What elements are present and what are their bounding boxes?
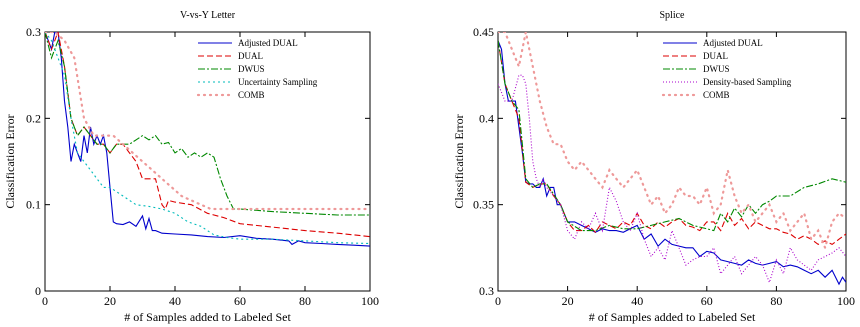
plot-frame bbox=[44, 31, 371, 292]
legend-label-adjusted-dual: Adjusted DUAL bbox=[238, 38, 298, 48]
plot-frame bbox=[497, 31, 847, 292]
series-line-uncertainty-sampling bbox=[45, 32, 370, 245]
y-tick-label: 0.4 bbox=[479, 111, 494, 125]
y-tick-label: 0 bbox=[35, 284, 41, 298]
x-tick-label: 20 bbox=[104, 294, 116, 308]
y-tick-label: 0.3 bbox=[26, 25, 41, 39]
x-tick-label: 40 bbox=[631, 294, 643, 308]
x-tick-label: 100 bbox=[837, 294, 855, 308]
x-tick-label: 0 bbox=[495, 294, 501, 308]
x-tick-label: 40 bbox=[169, 294, 181, 308]
legend-label-dual: DUAL bbox=[238, 51, 263, 61]
series-line-dual bbox=[45, 32, 370, 238]
x-tick-label: 80 bbox=[770, 294, 782, 308]
legend-label-adjusted-dual: Adjusted DUAL bbox=[703, 38, 763, 48]
x-tick-label: 80 bbox=[299, 294, 311, 308]
y-axis-label: Classification Error bbox=[452, 114, 466, 208]
legend-label-dwus: DWUS bbox=[703, 64, 730, 74]
series-line-comb bbox=[498, 32, 846, 252]
y-tick-label: 0.2 bbox=[26, 111, 41, 125]
legend-label-comb: COMB bbox=[703, 90, 730, 100]
legend-label-dwus: DWUS bbox=[238, 64, 265, 74]
x-tick-label: 0 bbox=[42, 294, 48, 308]
series-line-comb bbox=[45, 32, 370, 211]
series-line-dwus bbox=[498, 40, 846, 232]
x-tick-label: 60 bbox=[234, 294, 246, 308]
chart-v-vs-y-letter: V-vs-Y Letter 0 0.1 0.2 0.3 0 20 40 60 80 100 # of … bbox=[3, 10, 379, 324]
series-line-adjusted-dual bbox=[498, 40, 846, 286]
legend-label-comb: COMB bbox=[238, 90, 265, 100]
legend-label-density-based-sampling: Density-based Sampling bbox=[703, 77, 792, 87]
x-axis-label: # of Samples added to Labeled Set bbox=[589, 310, 756, 324]
y-tick-label: 0.1 bbox=[26, 198, 41, 212]
x-axis-label: # of Samples added to Labeled Set bbox=[124, 310, 291, 324]
series-line-dual bbox=[498, 40, 846, 246]
x-tick-label: 20 bbox=[562, 294, 574, 308]
y-tick-label: 0.35 bbox=[473, 198, 494, 212]
x-tick-label: 60 bbox=[701, 294, 713, 308]
y-tick-label: 0.3 bbox=[479, 284, 494, 298]
y-axis-label: Classification Error bbox=[3, 114, 17, 208]
legend-label-dual: DUAL bbox=[703, 51, 728, 61]
x-tick-label: 100 bbox=[361, 294, 379, 308]
y-tick-label: 0.45 bbox=[473, 25, 494, 39]
series-line-density-based-sampling bbox=[498, 74, 846, 285]
series-line-dwus bbox=[45, 32, 370, 216]
chart-splice: Splice 0.3 0.35 0.4 0.45 0 20 40 60 80 100 # of Sam… bbox=[452, 10, 855, 324]
legend-label-uncertainty-sampling: Uncertainty Sampling bbox=[238, 77, 318, 87]
chart-title: Splice bbox=[660, 10, 686, 21]
chart-title: V-vs-Y Letter bbox=[180, 10, 236, 21]
